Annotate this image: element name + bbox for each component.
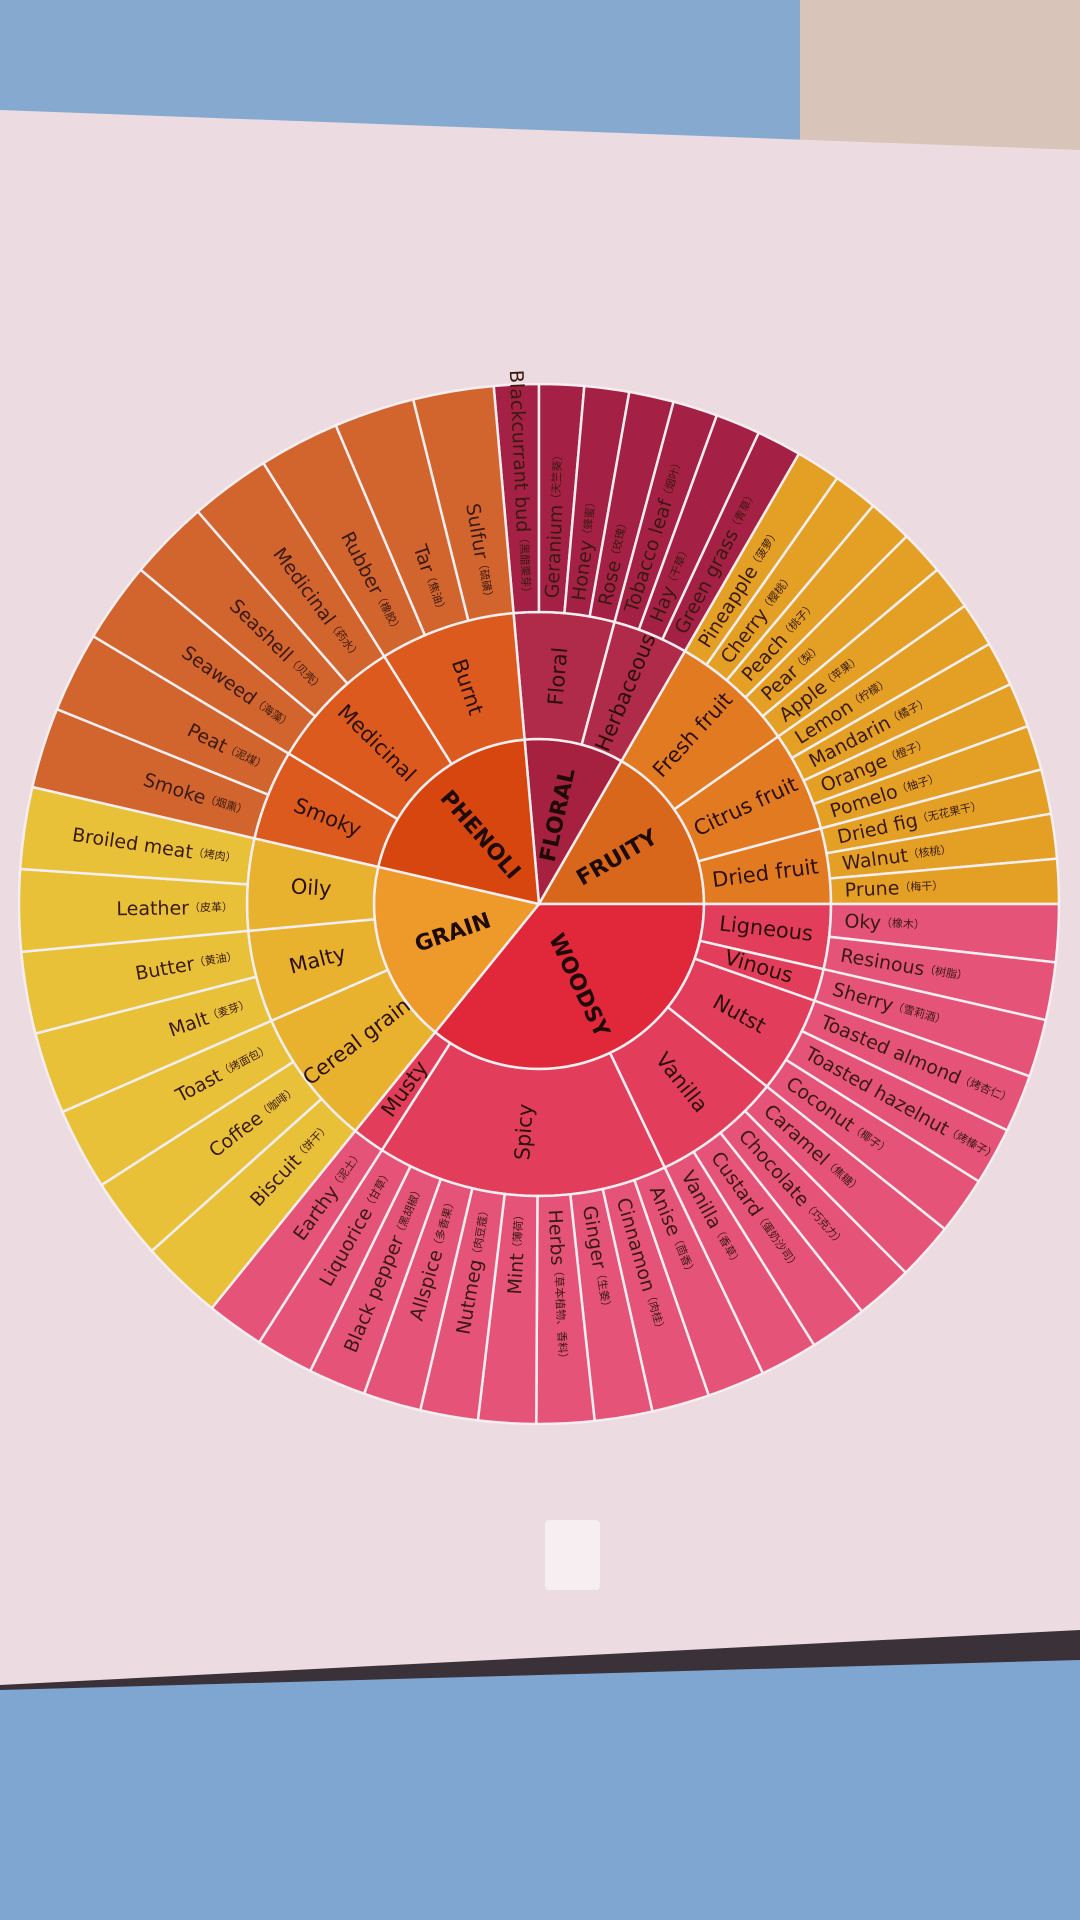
- group-label: Oily: [290, 874, 332, 901]
- item-label: Leather（皮革）: [116, 896, 233, 919]
- fabric-bottom: [0, 1660, 1080, 1920]
- item-name: Leather: [116, 897, 189, 920]
- item-note: （核桃）: [907, 842, 952, 862]
- item-name: Herbs: [544, 1209, 569, 1266]
- item-label: Herbs（草本植物、香料）: [544, 1209, 574, 1365]
- item-label: Prune（梅干）: [844, 875, 944, 901]
- item-label: Walnut（核桃）: [841, 838, 953, 874]
- item-note: （橡木）: [881, 916, 926, 931]
- item-label: Mint（薄荷）: [503, 1209, 530, 1295]
- item-name: Prune: [844, 877, 900, 901]
- item-note: （梅干）: [899, 878, 944, 894]
- item-wedge: [411, 384, 515, 623]
- item-name: Mint: [503, 1253, 527, 1295]
- page-tab: [545, 1520, 600, 1590]
- item-note: （天竺葵）: [548, 449, 564, 505]
- item-name: Oky: [844, 910, 882, 934]
- group-label: Spicy: [510, 1103, 537, 1161]
- item-label: Oky（橡木）: [844, 910, 926, 936]
- fabric-pattern: [800, 0, 1080, 150]
- item-note: （黑醋栗芽）: [517, 532, 534, 599]
- item-note: （皮革）: [189, 900, 233, 915]
- item-note: （烤肉）: [192, 845, 238, 865]
- item-note: （草本植物、香料）: [551, 1265, 570, 1365]
- item-note: （蜂蜜）: [579, 496, 599, 541]
- item-label: Geranium（天竺葵）: [541, 449, 569, 599]
- item-note: （薄荷）: [509, 1209, 526, 1254]
- item-name: Geranium: [541, 504, 567, 599]
- group-label: Floral: [543, 646, 572, 706]
